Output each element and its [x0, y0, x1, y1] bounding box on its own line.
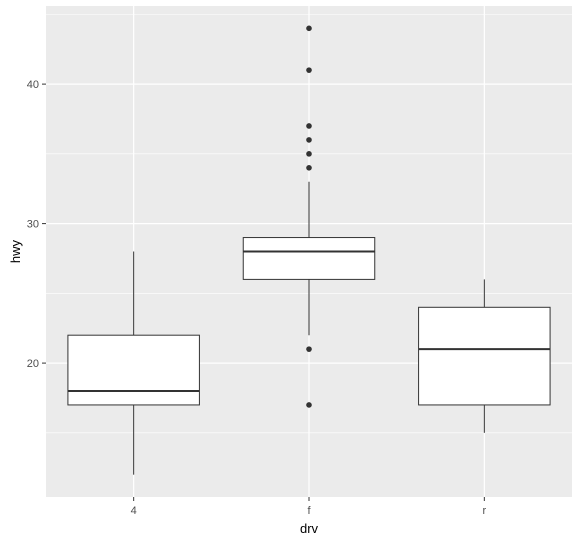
outlier-point: [306, 25, 312, 32]
x-axis: 4 f r: [131, 497, 486, 517]
y-tick-label: 20: [27, 358, 39, 370]
outlier-point: [306, 165, 312, 171]
box-4: [67, 251, 200, 475]
outlier-point: [306, 123, 312, 129]
box-r: [418, 279, 551, 433]
iqr-box: [67, 334, 200, 406]
outlier-point: [306, 137, 312, 143]
outlier-point: [306, 346, 312, 352]
x-axis-title: drv: [300, 521, 319, 536]
x-tick-label: f: [307, 505, 311, 517]
iqr-box: [418, 306, 551, 406]
y-axis-title: hwy: [8, 239, 23, 263]
box-f: [242, 25, 376, 408]
y-axis: 20 30 40: [27, 79, 46, 370]
x-tick-label: r: [482, 505, 486, 517]
outlier-point: [306, 402, 312, 408]
iqr-box: [242, 237, 376, 280]
y-tick-label: 40: [27, 79, 39, 91]
y-tick-label: 30: [27, 219, 39, 231]
x-tick-label: 4: [131, 505, 137, 517]
boxes: [67, 25, 551, 475]
outlier-point: [306, 151, 312, 157]
outlier-point: [306, 67, 312, 73]
